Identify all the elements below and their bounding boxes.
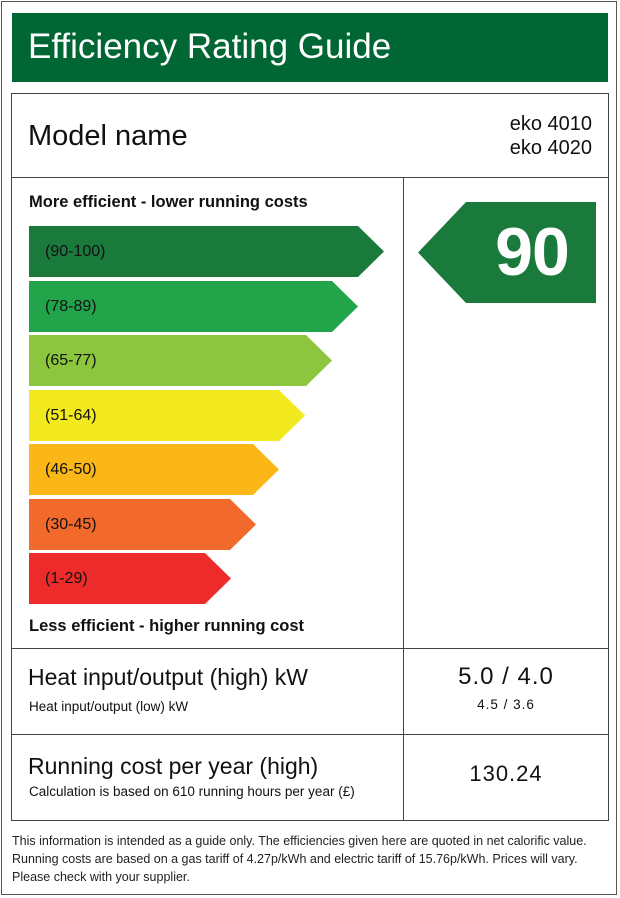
efficiency-band-label: (51-64): [45, 407, 97, 424]
efficiency-band: (90-100): [29, 226, 384, 277]
efficiency-band: (1-29): [29, 553, 231, 604]
running-cost-value: 130.24: [469, 761, 543, 786]
heat-output-low-value: 4.5 / 3.6: [477, 697, 535, 712]
efficiency-band-arrow: [29, 335, 332, 386]
efficiency-band-arrow: [29, 553, 231, 604]
heat-output-label: Heat input/output (high) kW: [28, 664, 308, 690]
rating-panel: [11, 93, 609, 821]
efficiency-band-arrow: [29, 226, 384, 277]
heat-output-sublabel: Heat input/output (low) kW: [29, 699, 189, 714]
efficiency-band: (78-89): [29, 281, 358, 332]
efficiency-band-arrow: [29, 499, 256, 550]
efficiency-band: (51-64): [29, 390, 305, 441]
model-value: eko 4020: [509, 137, 592, 159]
running-cost-label: Running cost per year (high): [28, 753, 319, 779]
divider-scale: [11, 648, 609, 649]
rating-arrow: [418, 202, 596, 303]
efficiency-band: (30-45): [29, 499, 256, 550]
efficiency-band-label: (78-89): [45, 298, 97, 315]
efficiency-band-arrow: [29, 390, 305, 441]
efficiency-band-label: (65-77): [45, 352, 97, 369]
heat-output-high-value: 5.0 / 4.0: [458, 663, 554, 690]
column-divider: [403, 177, 404, 821]
efficiency-band-label: (30-45): [45, 516, 97, 533]
divider-heat: [11, 734, 609, 735]
model-value: eko 4010: [509, 113, 592, 135]
model-values: eko 4010 eko 4020: [510, 112, 592, 160]
rating-value: 90: [495, 214, 570, 290]
page-title: Efficiency Rating Guide: [28, 27, 392, 66]
efficiency-band: (65-77): [29, 335, 332, 386]
running-cost-sublabel: Calculation is based on 610 running hour…: [29, 784, 355, 799]
efficiency-band: (46-50): [29, 444, 279, 495]
title-bar: Efficiency Rating Guide: [12, 13, 608, 82]
efficiency-band-label: (46-50): [45, 461, 97, 478]
efficiency-band-arrow: [29, 444, 279, 495]
scale-top-caption: More efficient - lower running costs: [29, 193, 308, 211]
efficiency-band-label: (90-100): [45, 243, 106, 260]
efficiency-band-label: (1-29): [45, 570, 88, 587]
divider-model: [11, 177, 609, 178]
model-name-label: Model name: [28, 120, 188, 152]
disclaimer-text: This information is intended as a guide …: [12, 834, 587, 884]
efficiency-band-arrow: [29, 281, 358, 332]
scale-bottom-caption: Less efficient - higher running cost: [29, 617, 305, 635]
